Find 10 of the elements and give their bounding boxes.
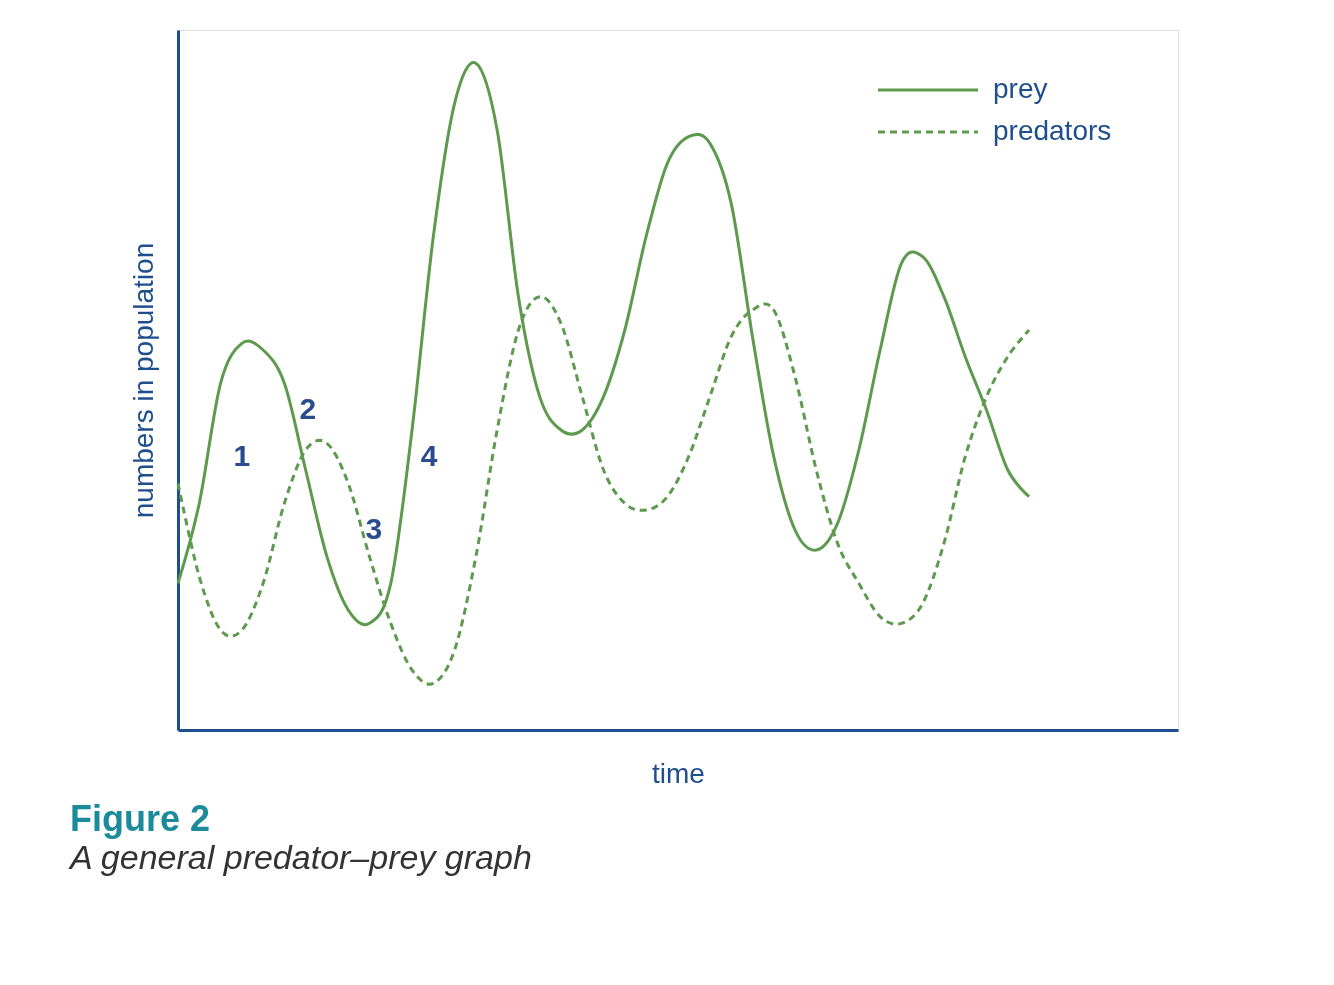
annotation: 3	[365, 512, 383, 545]
text: A general predator–prey graph	[68, 838, 532, 876]
text: Figure 2	[70, 798, 211, 839]
annotation: 2	[299, 392, 317, 425]
y-axis-title: numbers in population	[127, 242, 159, 519]
x-axis-title: time	[652, 757, 705, 789]
legend-label: prey	[993, 73, 1048, 104]
annotation: 4	[420, 438, 438, 472]
legend-label: predators	[993, 115, 1112, 146]
annotation: 1	[233, 438, 251, 472]
